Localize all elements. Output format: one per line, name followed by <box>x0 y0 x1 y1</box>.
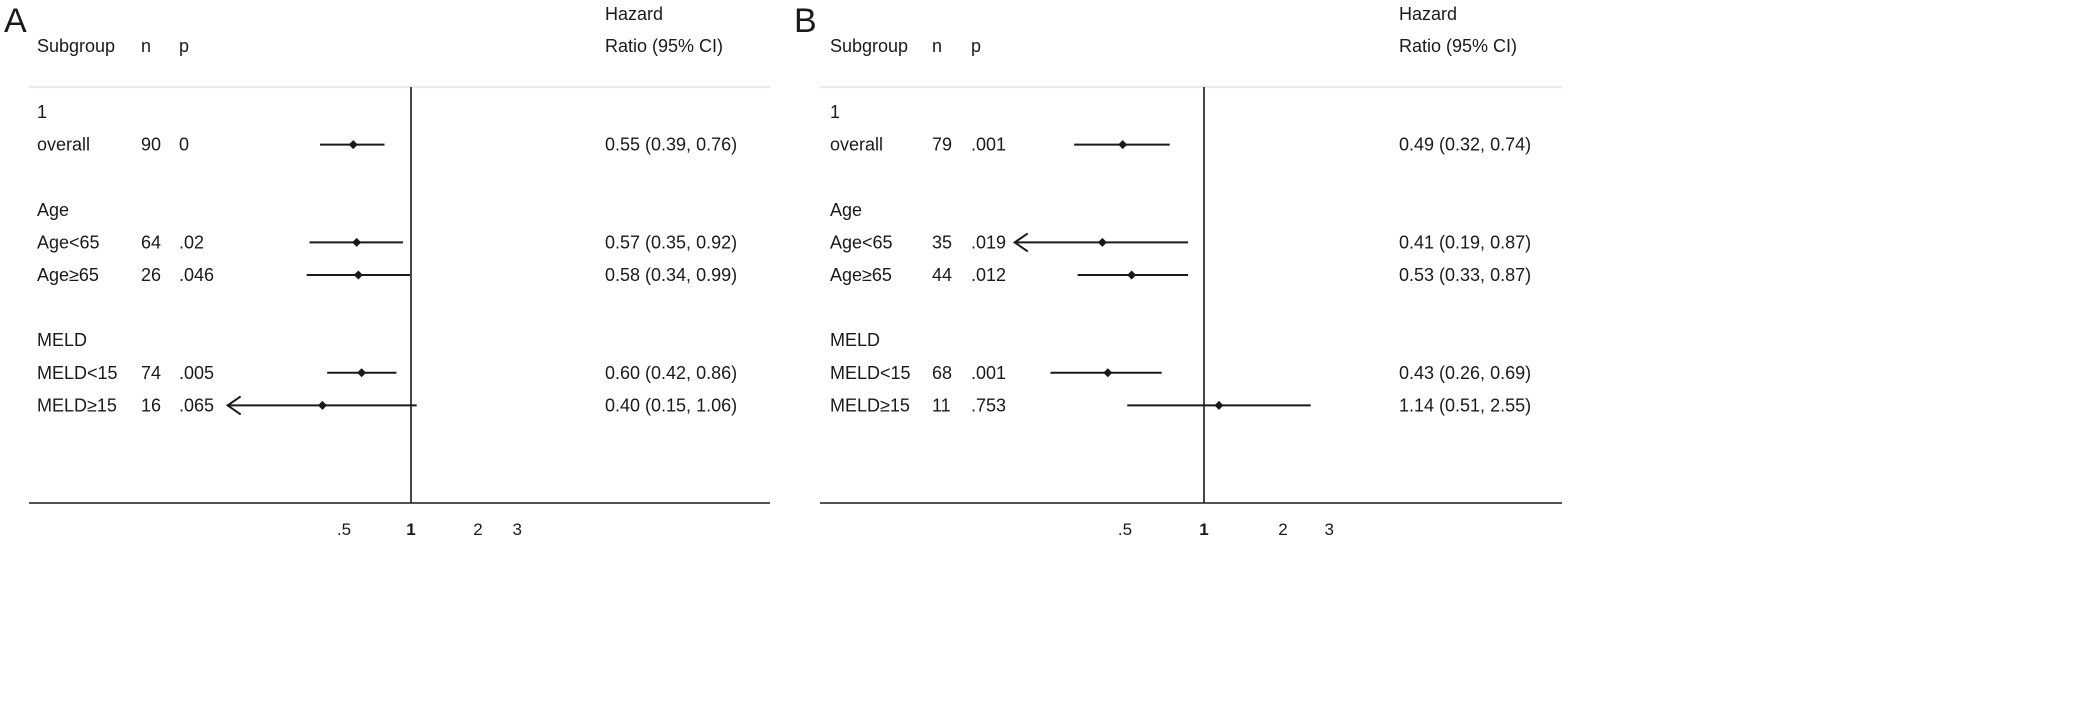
point-estimate-marker <box>1127 270 1137 280</box>
x-tick-label: 1 <box>1199 520 1208 539</box>
hazard-ratio-ci: 0.60 (0.42, 0.86) <box>605 363 737 383</box>
hazard-ratio-ci: 0.41 (0.19, 0.87) <box>1399 232 1531 252</box>
subgroup-heading: Age <box>830 200 862 220</box>
subgroup-label: Age<65 <box>830 232 893 252</box>
subgroup-heading: 1 <box>37 102 47 122</box>
point-estimate-marker <box>1118 140 1128 150</box>
forest-row: overall 90 0 0.55 (0.39, 0.76) <box>37 135 737 155</box>
x-tick-label: 3 <box>512 520 521 539</box>
forest-panel-b: B Subgroup n p Hazard Ratio (95% CI) .5 1 2 3 1 ove… <box>794 2 1562 539</box>
subgroup-heading: Age <box>37 200 69 220</box>
subgroup-label: Age≥65 <box>37 265 99 285</box>
header-subgroup: Subgroup <box>830 36 908 56</box>
p-value: .005 <box>179 363 214 383</box>
hazard-ratio-ci: 0.43 (0.26, 0.69) <box>1399 363 1531 383</box>
point-estimate-marker <box>1103 368 1113 378</box>
header-ratio-ci: Ratio (95% CI) <box>605 36 723 56</box>
hazard-ratio-ci: 0.49 (0.32, 0.74) <box>1399 135 1531 155</box>
subgroup-label: overall <box>830 135 883 155</box>
p-value: .065 <box>179 395 214 415</box>
x-tick-label: 2 <box>1278 520 1287 539</box>
p-value: 0 <box>179 135 189 155</box>
forest-row: Age≥65 26 .046 0.58 (0.34, 0.99) <box>37 265 737 285</box>
subgroup-label: Age<65 <box>37 232 100 252</box>
x-tick-label: 3 <box>1324 520 1333 539</box>
x-tick-label: .5 <box>1118 520 1132 539</box>
hazard-ratio-ci: 1.14 (0.51, 2.55) <box>1399 395 1531 415</box>
panel-label: B <box>794 2 817 40</box>
point-estimate-marker <box>352 237 362 247</box>
header-n: n <box>141 36 151 56</box>
x-tick-label: 2 <box>473 520 482 539</box>
header-ratio-ci: Ratio (95% CI) <box>1399 36 1517 56</box>
n-value: 44 <box>932 265 952 285</box>
forest-row: overall 79 .001 0.49 (0.32, 0.74) <box>830 135 1531 155</box>
subgroup-heading: 1 <box>830 102 840 122</box>
n-value: 26 <box>141 265 161 285</box>
n-value: 16 <box>141 395 161 415</box>
p-value: .012 <box>971 265 1006 285</box>
forest-row: MELD<15 74 .005 0.60 (0.42, 0.86) <box>37 363 737 383</box>
n-value: 11 <box>932 395 951 415</box>
p-value: .001 <box>971 135 1006 155</box>
truncation-arrow <box>225 395 242 416</box>
point-estimate-marker <box>348 140 358 150</box>
n-value: 74 <box>141 363 161 383</box>
forest-row: Age<65 64 .02 0.57 (0.35, 0.92) <box>37 232 737 252</box>
header-subgroup: Subgroup <box>37 36 115 56</box>
header-p: p <box>179 36 189 56</box>
n-value: 35 <box>932 232 952 252</box>
subgroup-label: overall <box>37 135 90 155</box>
subgroup-heading: MELD <box>830 330 880 350</box>
forest-row: MELD≥15 16 .065 0.40 (0.15, 1.06) <box>37 395 737 415</box>
subgroup-label: MELD≥15 <box>37 395 117 415</box>
subgroup-heading: MELD <box>37 330 87 350</box>
point-estimate-marker <box>353 270 363 280</box>
header-hazard: Hazard <box>1399 4 1457 24</box>
forest-row: Age<65 35 .019 0.41 (0.19, 0.87) <box>830 232 1531 252</box>
header-hazard: Hazard <box>605 4 663 24</box>
hazard-ratio-ci: 0.40 (0.15, 1.06) <box>605 395 737 415</box>
x-tick-label: 1 <box>406 520 415 539</box>
p-value: .753 <box>971 395 1006 415</box>
header-n: n <box>932 36 942 56</box>
n-value: 90 <box>141 135 161 155</box>
p-value: .02 <box>179 232 204 252</box>
n-value: 64 <box>141 232 161 252</box>
panel-label: A <box>4 2 27 40</box>
n-value: 79 <box>932 135 952 155</box>
forest-row: Age≥65 44 .012 0.53 (0.33, 0.87) <box>830 265 1531 285</box>
truncation-arrow <box>1012 232 1029 253</box>
hazard-ratio-ci: 0.58 (0.34, 0.99) <box>605 265 737 285</box>
forest-row: MELD≥15 11 .753 1.14 (0.51, 2.55) <box>830 395 1531 415</box>
x-tick-label: .5 <box>337 520 351 539</box>
subgroup-label: MELD<15 <box>830 363 911 383</box>
hazard-ratio-ci: 0.57 (0.35, 0.92) <box>605 232 737 252</box>
subgroup-label: Age≥65 <box>830 265 892 285</box>
p-value: .046 <box>179 265 214 285</box>
hazard-ratio-ci: 0.55 (0.39, 0.76) <box>605 135 737 155</box>
forest-panel-a: A Subgroup n p Hazard Ratio (95% CI) .5 1 2 3 1 ove… <box>4 2 770 539</box>
point-estimate-marker <box>317 400 327 410</box>
point-estimate-marker <box>357 368 367 378</box>
p-value: .001 <box>971 363 1006 383</box>
hazard-ratio-ci: 0.53 (0.33, 0.87) <box>1399 265 1531 285</box>
point-estimate-marker <box>1214 400 1224 410</box>
subgroup-label: MELD≥15 <box>830 395 910 415</box>
header-p: p <box>971 36 981 56</box>
n-value: 68 <box>932 363 952 383</box>
point-estimate-marker <box>1097 237 1107 247</box>
forest-row: MELD<15 68 .001 0.43 (0.26, 0.69) <box>830 363 1531 383</box>
subgroup-label: MELD<15 <box>37 363 118 383</box>
p-value: .019 <box>971 232 1006 252</box>
